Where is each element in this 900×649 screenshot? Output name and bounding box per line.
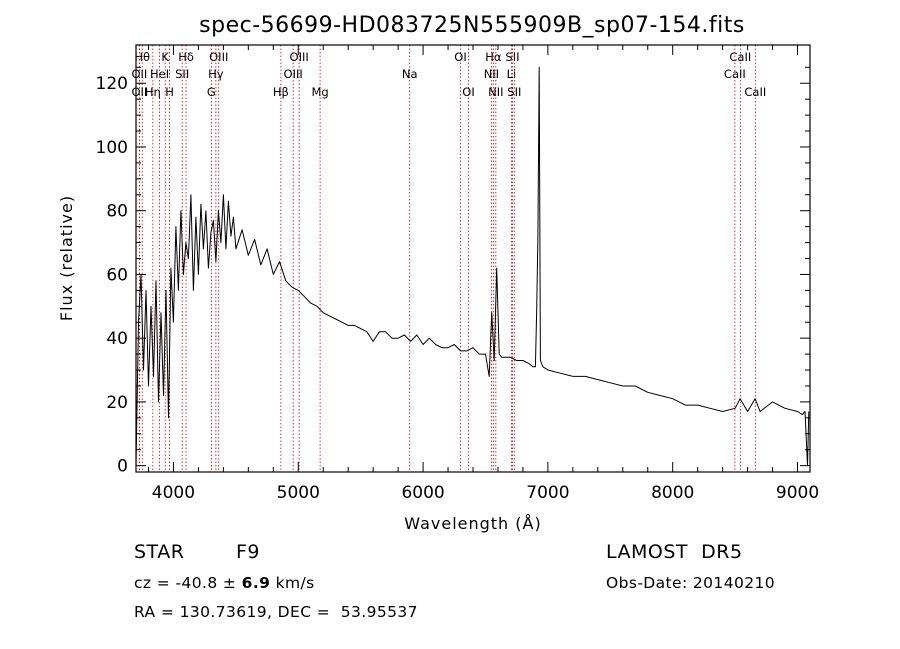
line-label: Hη: [145, 85, 161, 99]
line-label: CaII: [724, 67, 746, 81]
line-label: Na: [402, 67, 418, 81]
y-tick-label: 60: [106, 265, 128, 285]
x-tick-label: 7000: [526, 483, 569, 503]
x-tick-label: 9000: [776, 483, 819, 503]
line-label: G: [207, 85, 216, 99]
line-label: OIII: [290, 50, 309, 64]
line-label: Li: [507, 67, 517, 81]
line-label: H: [165, 85, 174, 99]
line-label: Hγ: [208, 67, 224, 81]
y-tick-label: 0: [117, 457, 128, 477]
tick-layer: 4000 5000 6000 7000 8000 9000 0 20 40 60 80 100 120: [96, 45, 819, 503]
line-label: OIII: [209, 50, 228, 64]
y-tick-label: 20: [106, 393, 128, 413]
line-label: SII: [175, 67, 189, 81]
line-label: Mg: [311, 85, 328, 99]
line-label: Hα: [485, 50, 502, 64]
line-label: Hδ: [178, 50, 194, 64]
coordinates: RA = 130.73619, DEC = 53.95537: [134, 603, 418, 621]
line-label: SII: [507, 85, 521, 99]
y-axis-label: Flux (relative): [57, 195, 76, 321]
y-tick-label: 100: [96, 138, 128, 158]
line-label: OI: [454, 50, 466, 64]
x-axis-label: Wavelength (Å): [404, 514, 541, 533]
x-tick-label: 8000: [651, 483, 694, 503]
y-tick-label: 80: [106, 202, 128, 222]
line-label: OI: [462, 85, 474, 99]
y-tick-label: 40: [106, 329, 128, 349]
line-label: Hθ: [134, 50, 150, 64]
survey-label: LAMOST DR5: [606, 541, 743, 563]
line-label: OIII: [284, 67, 303, 81]
series-layer: [135, 66, 810, 467]
cz-unit: km/s: [270, 574, 315, 592]
line-label: CaII: [729, 50, 751, 64]
line-label: NII: [488, 85, 503, 99]
cz-error: 6.9: [241, 574, 271, 592]
x-tick-label: 6000: [401, 483, 444, 503]
cz-prefix: cz = -40.8 ±: [134, 574, 242, 592]
object-class: STAR: [134, 541, 185, 563]
obs-date: Obs-Date: 20140210: [606, 574, 775, 592]
cz-readout: cz = -40.8 ± 6.9 km/s: [134, 574, 315, 592]
line-label: CaII: [744, 85, 766, 99]
y-tick-label: 120: [96, 74, 128, 94]
object-subclass: F9: [236, 541, 261, 563]
line-label: HeI: [150, 67, 169, 81]
chart-title: spec-56699-HD083725N555909B_sp07-154.fit…: [199, 13, 745, 38]
line-label: K: [161, 50, 169, 64]
line-label: NII: [484, 67, 499, 81]
spectrum-line: [135, 66, 810, 467]
line-label: SII: [505, 50, 519, 64]
line-label: Hβ: [273, 85, 289, 99]
x-tick-label: 4000: [152, 483, 195, 503]
x-tick-label: 5000: [277, 483, 320, 503]
